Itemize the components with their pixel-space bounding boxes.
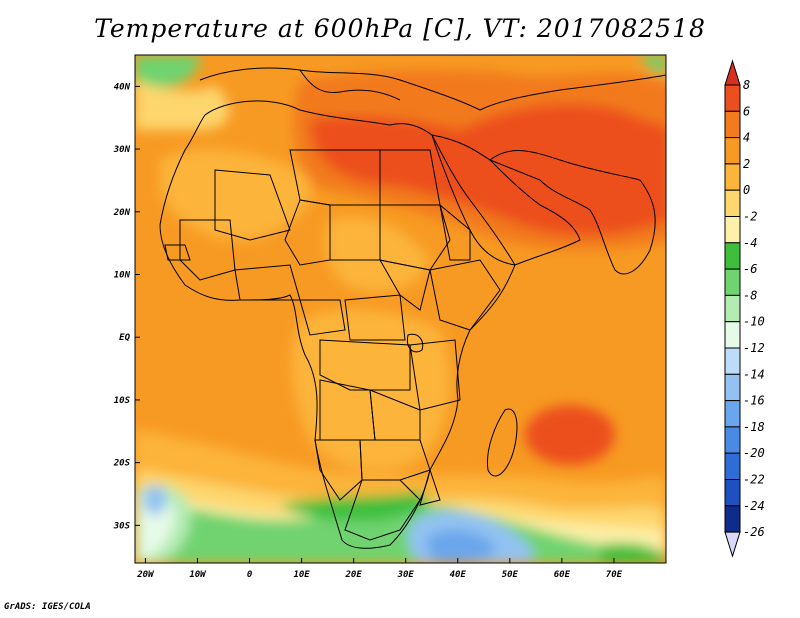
lon-tick-label: 50E xyxy=(502,570,519,580)
colorbar: 8 6 4 2 0 -2 -4 -6 -8 -10 -12 -14 -16 -18 -20 -22 -24 -26 xyxy=(724,59,765,558)
lon-tick-label: 10W xyxy=(189,570,207,580)
colorbar-swatch xyxy=(724,110,741,139)
colorbar-label: -6 xyxy=(743,262,757,276)
plot-frame xyxy=(134,54,667,564)
colorbar-swatch xyxy=(724,163,741,191)
lat-tick-label: 30S xyxy=(113,521,131,531)
colorbar-swatch xyxy=(724,84,741,112)
colorbar-label: -16 xyxy=(743,394,765,408)
lat-tick-label: 10N xyxy=(114,271,131,281)
lon-tick-label: 20W xyxy=(136,570,155,580)
lon-tick-label: 10E xyxy=(293,570,310,580)
lat-tick-label: 40N xyxy=(114,82,131,92)
colorbar-swatch xyxy=(724,268,741,296)
colorbar-label: 8 xyxy=(743,78,750,92)
colorbar-cap-top xyxy=(724,59,741,86)
colorbar-cap-bottom xyxy=(724,531,741,558)
colorbar-label: -26 xyxy=(743,525,765,539)
colorbar-swatch xyxy=(724,294,741,323)
chart-title: Temperature at 600hPa [C], VT: 201708251… xyxy=(94,14,706,43)
lat-tick-label: 20N xyxy=(113,208,131,218)
colorbar-swatch xyxy=(724,373,741,402)
colorbar-swatch xyxy=(724,400,741,428)
colorbar-label: 6 xyxy=(743,104,750,118)
colorbar-swatch xyxy=(724,189,741,217)
colorbar-label: 2 xyxy=(743,157,750,171)
lon-tick-label: 0 xyxy=(247,570,253,580)
colorbar-label: 0 xyxy=(743,183,750,197)
colorbar-label: -8 xyxy=(743,288,757,302)
colorbar-label: 4 xyxy=(743,131,750,145)
colorbar-label: -2 xyxy=(743,210,757,224)
lat-tick-label: EQ xyxy=(119,333,130,343)
colorbar-label: -20 xyxy=(743,446,765,460)
lat-tick-label: 10S xyxy=(114,396,131,406)
lon-tick-label: 20E xyxy=(345,570,363,580)
colorbar-label: -4 xyxy=(743,236,757,250)
lon-tick-label: 30E xyxy=(397,570,415,580)
colorbar-swatch xyxy=(724,347,741,375)
colorbar-swatch xyxy=(724,242,741,270)
colorbar-swatch xyxy=(724,452,741,481)
lat-tick-label: 20S xyxy=(113,459,131,469)
colorbar-swatch xyxy=(724,505,741,533)
footer-credit: GrADS: IGES/COLA xyxy=(4,602,91,612)
lon-tick-label: 40E xyxy=(450,570,467,580)
longitude-axis: 20W 10W 0 10E 20E 30E 40E 50E 60E 70E xyxy=(136,558,623,580)
colorbar-swatch xyxy=(724,216,741,244)
lon-tick-label: 70E xyxy=(606,570,623,580)
colorbar-swatch xyxy=(724,137,741,165)
colorbar-label: -18 xyxy=(743,420,765,434)
lon-tick-label: 60E xyxy=(554,570,571,580)
colorbar-swatch xyxy=(724,321,741,349)
colorbar-label: -22 xyxy=(743,473,765,487)
colorbar-label: -10 xyxy=(743,315,765,329)
colorbar-swatch xyxy=(724,479,741,507)
colorbar-label: -24 xyxy=(743,499,765,513)
colorbar-label: -14 xyxy=(743,367,765,381)
latitude-axis: 40N 30N 20N 10N EQ 10S 20S 30S xyxy=(113,82,140,531)
lat-tick-label: 30N xyxy=(113,145,131,155)
colorbar-label: -12 xyxy=(743,341,765,355)
colorbar-swatch xyxy=(724,426,741,454)
coastlines xyxy=(159,67,666,549)
